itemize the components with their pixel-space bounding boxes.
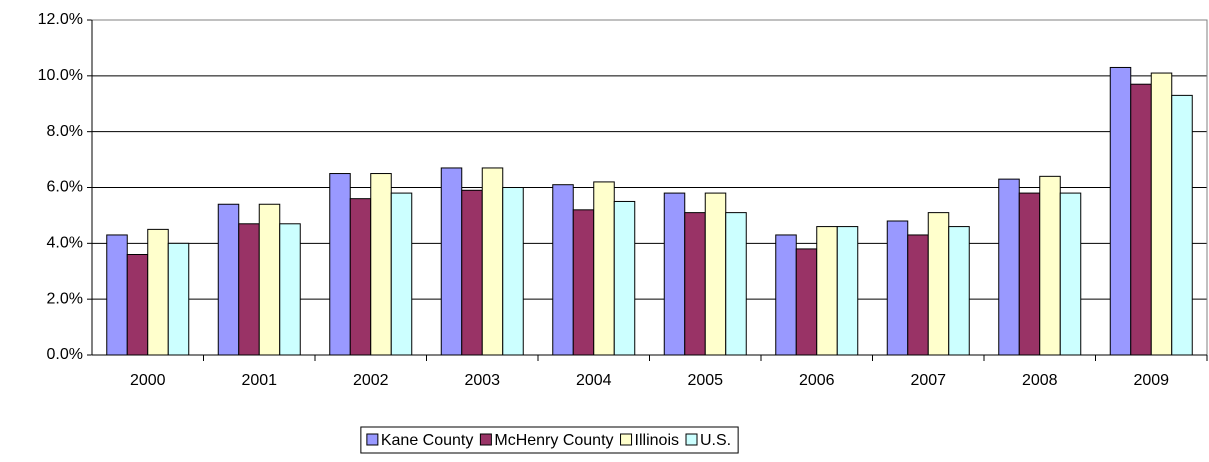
bar [998, 178, 1020, 356]
y-tick-label: 2.0% [47, 290, 83, 307]
x-tick-label: 2000 [130, 372, 166, 389]
bar [836, 226, 859, 356]
bar [502, 187, 524, 356]
legend-box [360, 426, 739, 454]
bar [1130, 83, 1152, 356]
x-tick-label: 2004 [576, 372, 612, 389]
legend-swatch [366, 433, 379, 446]
x-tick-label: 2007 [910, 372, 946, 389]
bar [684, 212, 706, 356]
legend-swatch [479, 433, 492, 446]
bar [775, 234, 797, 356]
bar [238, 223, 260, 356]
y-tick-label: 6.0% [47, 179, 83, 196]
bar [1018, 192, 1041, 356]
y-tick-label: 10.0% [38, 67, 83, 84]
bar [167, 242, 190, 356]
y-tick-label: 8.0% [47, 123, 83, 140]
bar [126, 254, 149, 356]
bar [106, 234, 128, 356]
legend-swatch [620, 433, 633, 446]
bar [886, 220, 909, 356]
bar [481, 167, 504, 356]
bar [725, 212, 747, 356]
x-tick-label: 2008 [1022, 372, 1058, 389]
y-tick-label: 12.0% [38, 11, 83, 28]
x-tick-label: 2001 [241, 372, 277, 389]
bar [349, 198, 372, 356]
x-tick-label: 2005 [687, 372, 723, 389]
legend-label: Illinois [635, 432, 679, 449]
y-tick-label: 4.0% [47, 235, 83, 252]
legend-swatch [685, 433, 698, 446]
bar [1059, 192, 1082, 356]
bar [948, 226, 970, 356]
bar [329, 173, 351, 356]
bar [370, 173, 392, 356]
y-tick-label: 0.0% [47, 346, 83, 363]
x-tick-label: 2003 [464, 372, 500, 389]
legend-label: Kane County [381, 432, 474, 449]
bar [795, 248, 818, 356]
bar [927, 212, 950, 356]
bar [663, 192, 686, 356]
legend-label: McHenry County [494, 432, 613, 449]
x-tick-label: 2002 [353, 372, 389, 389]
bar [279, 223, 301, 356]
bar [704, 192, 727, 356]
bar [461, 189, 483, 356]
bar [593, 181, 615, 356]
bar [147, 228, 169, 356]
bar [217, 203, 240, 356]
bar [816, 226, 838, 356]
bar [1171, 94, 1193, 356]
bar [572, 209, 595, 356]
bar [907, 234, 929, 356]
bar [258, 203, 281, 356]
bar [613, 200, 636, 356]
legend-label: U.S. [700, 432, 731, 449]
bar [552, 184, 574, 356]
bar [1039, 175, 1061, 356]
bar [440, 167, 463, 356]
bar [390, 192, 413, 356]
x-tick-label: 2009 [1133, 372, 1169, 389]
x-tick-label: 2006 [799, 372, 835, 389]
bar [1150, 72, 1173, 356]
bar [1109, 66, 1132, 356]
